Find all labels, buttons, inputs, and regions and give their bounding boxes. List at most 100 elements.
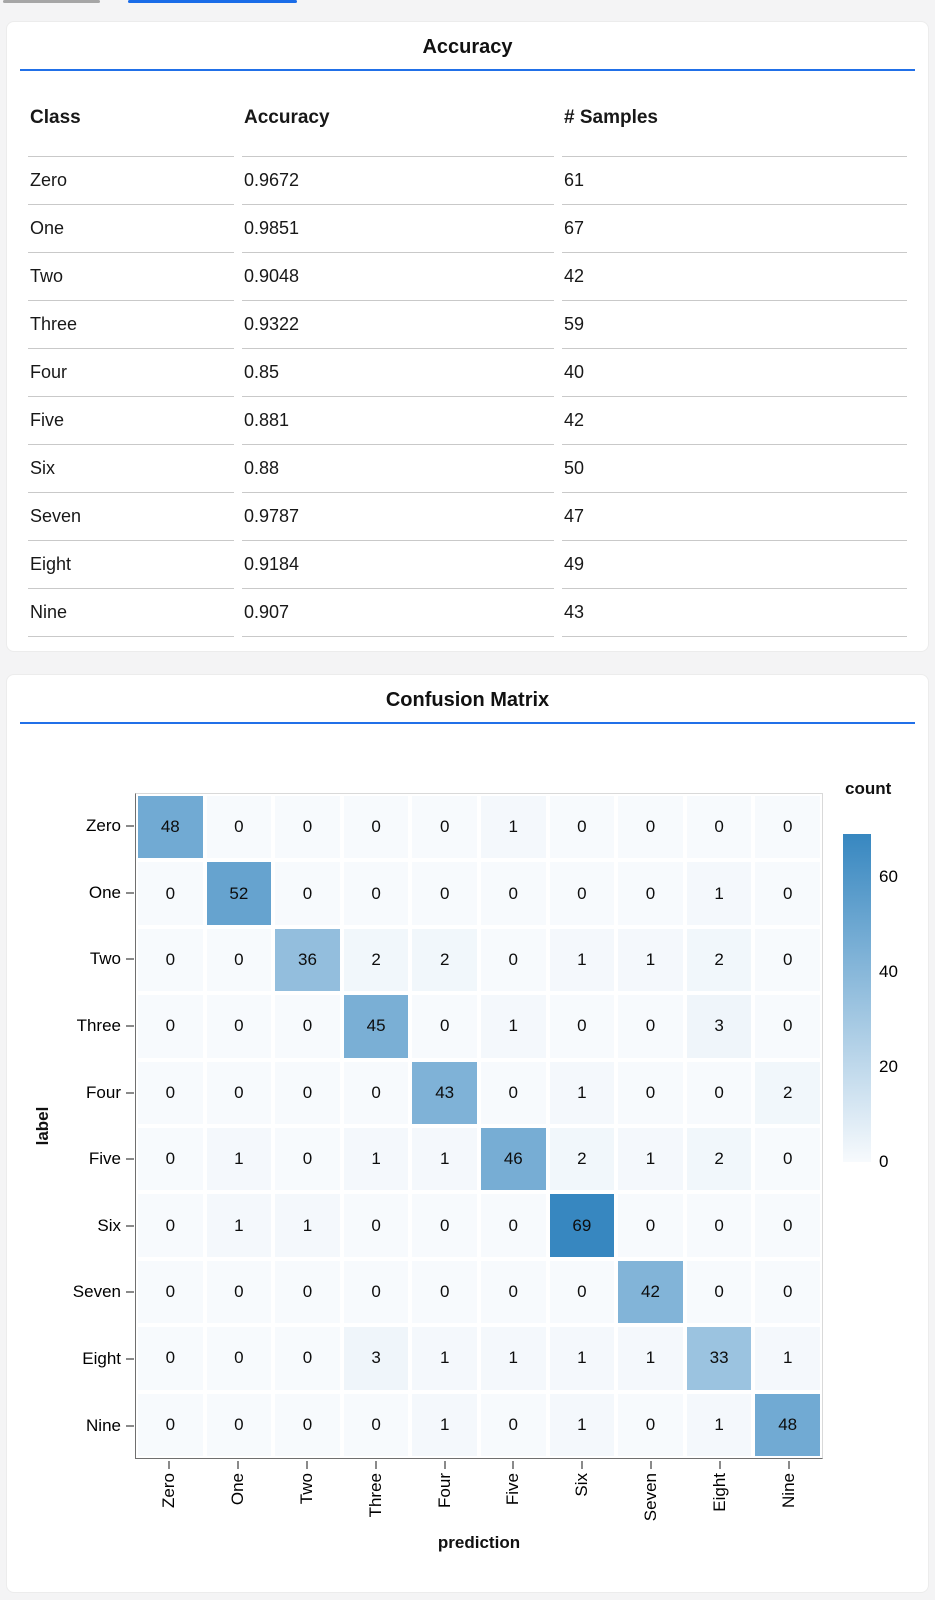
heatmap-cell: 0	[549, 1260, 615, 1324]
heatmap-cell: 0	[343, 862, 409, 925]
heatmap-cell: 0	[138, 1260, 203, 1324]
heatmap-cell: 2	[343, 928, 409, 992]
cell-samples: 42	[562, 252, 907, 300]
title-underline	[20, 69, 915, 71]
x-axis-label-col: Seven	[619, 1461, 684, 1521]
x-axis-label: Four	[434, 1473, 454, 1508]
table-row: Four 0.85 40	[28, 348, 907, 396]
heatmap-cell: 0	[755, 928, 820, 992]
heatmap-cell: 69	[549, 1194, 615, 1257]
heatmap-cell: 0	[618, 1061, 683, 1124]
x-axis-label-col: Zero	[137, 1461, 202, 1521]
heatmap-cell: 0	[412, 796, 477, 859]
title-underline	[20, 722, 915, 724]
y-axis-labels: Zero One Two Three Four Five Six Seven Eight Nine	[7, 793, 134, 1459]
cell-class: Seven	[28, 492, 234, 540]
heatmap-cell: 3	[343, 1327, 409, 1390]
heatmap-cell: 1	[343, 1128, 409, 1191]
legend-title: count	[845, 779, 892, 798]
heatmap-cell: 1	[480, 1327, 546, 1390]
heatmap-cell: 0	[480, 928, 546, 992]
x-tick	[787, 1461, 790, 1469]
heatmap-cell: 0	[549, 995, 615, 1058]
x-axis-label: Nine	[778, 1473, 798, 1508]
heatmap-cell: 0	[275, 995, 340, 1058]
heatmap-cell: 0	[206, 928, 272, 992]
y-axis-label: Three	[76, 1016, 121, 1036]
table-row: Five 0.881 42	[28, 396, 907, 444]
heatmap-cell: 1	[480, 995, 546, 1058]
y-tick	[126, 1091, 134, 1094]
heatmap-cell: 1	[206, 1194, 272, 1257]
heatmap-cell: 2	[549, 1128, 615, 1191]
y-axis-label: Nine	[86, 1415, 121, 1435]
heatmap-cell: 42	[618, 1260, 683, 1324]
heatmap-cell: 0	[275, 1260, 340, 1324]
heatmap-cell: 0	[138, 1061, 203, 1124]
heatmap-cell: 0	[618, 1393, 683, 1456]
heatmap-cell: 0	[412, 1260, 477, 1324]
heatmap-cell: 0	[206, 1327, 272, 1390]
x-axis-label: Two	[296, 1473, 316, 1505]
heatmap-cell: 45	[343, 995, 409, 1058]
heatmap-cell: 0	[138, 1194, 203, 1257]
heatmap-cell: 0	[275, 1393, 340, 1456]
cell-samples: 49	[562, 540, 907, 588]
heatmap-cell: 0	[480, 1061, 546, 1124]
y-axis-label: Four	[86, 1082, 121, 1102]
y-tick	[126, 1025, 134, 1028]
x-axis-label: Three	[365, 1473, 385, 1518]
y-tick	[126, 1424, 134, 1427]
cell-accuracy: 0.9184	[242, 540, 554, 588]
y-axis-title: label	[33, 1106, 52, 1146]
heatmap-cell: 2	[755, 1061, 820, 1124]
cell-class: Four	[28, 348, 234, 396]
heatmap-cell: 1	[686, 1393, 752, 1456]
x-tick	[443, 1461, 446, 1469]
heatmap-cell: 0	[618, 796, 683, 859]
heatmap-cell: 0	[275, 796, 340, 859]
x-axis-label-col: Six	[550, 1461, 615, 1521]
x-tick	[649, 1461, 652, 1469]
top-loading-bar-blue	[128, 0, 297, 3]
column-header: Accuracy	[244, 107, 330, 128]
table-row: Seven 0.9787 47	[28, 492, 907, 540]
y-axis-label-row: Eight	[7, 1328, 134, 1391]
heatmap-cell: 0	[755, 995, 820, 1058]
heatmap-cell: 0	[275, 1061, 340, 1124]
heatmap-cell: 0	[480, 1194, 546, 1257]
x-axis-label-col: Four	[412, 1461, 477, 1521]
table-row: One 0.9851 67	[28, 204, 907, 252]
heatmap-cell: 0	[686, 1260, 752, 1324]
heatmap-cell: 0	[206, 796, 272, 859]
cell-accuracy: 0.9048	[242, 252, 554, 300]
heatmap-cell: 0	[275, 862, 340, 925]
heatmap-cell: 0	[275, 1327, 340, 1390]
column-header: Class	[30, 107, 81, 128]
heatmap-cell: 1	[412, 1128, 477, 1191]
heatmap-cell: 0	[138, 1128, 203, 1191]
heatmap-cell: 1	[755, 1327, 820, 1390]
y-tick	[126, 1291, 134, 1294]
table-row: Zero 0.9672 61	[28, 156, 907, 204]
x-axis-title: prediction	[437, 1533, 521, 1552]
y-axis-label: One	[88, 882, 121, 902]
heatmap-cell: 0	[686, 1194, 752, 1257]
x-tick	[512, 1461, 515, 1469]
heatmap-cell: 2	[686, 928, 752, 992]
heatmap-cell: 0	[343, 796, 409, 859]
y-tick	[126, 958, 134, 961]
heatmap-cell: 0	[755, 1128, 820, 1191]
legend-tick-label: 0	[879, 1152, 889, 1171]
heatmap-cell: 46	[480, 1128, 546, 1191]
heatmap-cell: 0	[343, 1061, 409, 1124]
heatmap-cell: 0	[206, 1393, 272, 1456]
y-tick	[126, 891, 134, 894]
cell-class: Three	[28, 300, 234, 348]
heatmap-cell: 0	[755, 862, 820, 925]
y-axis-label: Eight	[82, 1349, 121, 1369]
x-axis-label-col: Five	[481, 1461, 546, 1521]
heatmap-cell: 1	[618, 1128, 683, 1191]
heatmap-cell: 1	[686, 862, 752, 925]
x-axis-label-col: Nine	[756, 1461, 821, 1521]
